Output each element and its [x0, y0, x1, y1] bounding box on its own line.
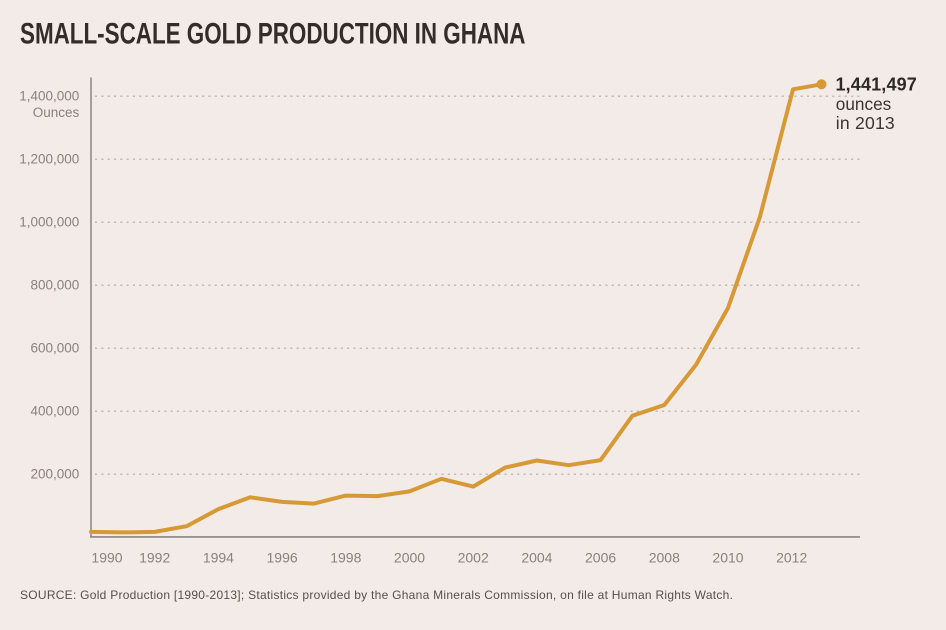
svg-text:in 2013: in 2013	[836, 113, 895, 133]
svg-text:1,441,497: 1,441,497	[836, 74, 917, 94]
svg-text:2000: 2000	[394, 550, 425, 566]
svg-text:2006: 2006	[585, 550, 616, 566]
svg-text:800,000: 800,000	[30, 278, 79, 293]
svg-text:1,000,000: 1,000,000	[19, 215, 79, 230]
svg-text:2012: 2012	[776, 550, 807, 566]
svg-text:1990: 1990	[91, 550, 122, 566]
svg-text:1,200,000: 1,200,000	[19, 152, 79, 167]
svg-text:2004: 2004	[521, 550, 552, 566]
svg-text:2008: 2008	[649, 550, 680, 566]
svg-text:2010: 2010	[712, 550, 743, 566]
svg-text:1998: 1998	[330, 550, 361, 566]
svg-text:1992: 1992	[139, 550, 170, 566]
svg-text:400,000: 400,000	[30, 404, 79, 419]
svg-text:SOURCE: Gold Production [1990-: SOURCE: Gold Production [1990-2013]; Sta…	[20, 588, 733, 602]
svg-text:200,000: 200,000	[30, 467, 79, 482]
svg-text:ounces: ounces	[836, 94, 891, 114]
svg-text:1994: 1994	[203, 550, 234, 566]
svg-text:600,000: 600,000	[30, 341, 79, 356]
svg-text:Ounces: Ounces	[33, 105, 80, 120]
svg-text:SMALL-SCALE GOLD PRODUCTION IN: SMALL-SCALE GOLD PRODUCTION IN GHANA	[20, 16, 526, 50]
svg-text:1,400,000: 1,400,000	[19, 89, 79, 104]
svg-text:2002: 2002	[458, 550, 489, 566]
svg-text:1996: 1996	[267, 550, 298, 566]
